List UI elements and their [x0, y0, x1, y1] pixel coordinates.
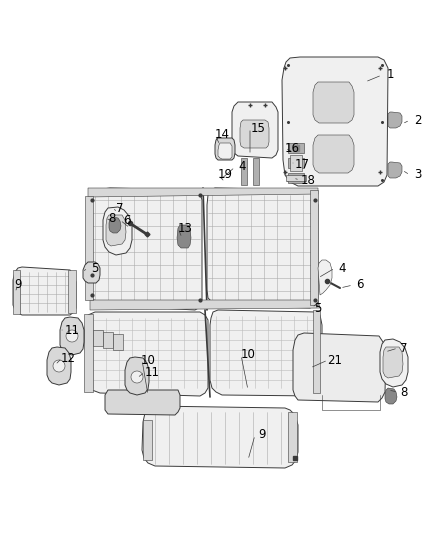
Text: 17: 17: [294, 158, 310, 172]
Text: 15: 15: [251, 122, 265, 134]
Polygon shape: [288, 143, 304, 153]
Polygon shape: [142, 406, 298, 468]
Polygon shape: [290, 155, 302, 171]
Text: 11: 11: [64, 324, 80, 336]
Polygon shape: [210, 310, 322, 396]
Polygon shape: [318, 260, 332, 295]
Circle shape: [53, 360, 65, 372]
Text: 16: 16: [285, 141, 300, 155]
Polygon shape: [85, 196, 93, 300]
Polygon shape: [240, 120, 269, 148]
Polygon shape: [125, 357, 149, 395]
Polygon shape: [109, 217, 121, 233]
Text: 6: 6: [123, 214, 131, 227]
Polygon shape: [103, 207, 132, 255]
Circle shape: [66, 330, 78, 342]
Text: 8: 8: [108, 212, 116, 224]
Polygon shape: [253, 158, 259, 185]
Text: 6: 6: [356, 279, 364, 292]
Polygon shape: [13, 267, 76, 315]
Polygon shape: [60, 317, 84, 355]
Polygon shape: [84, 314, 93, 392]
Polygon shape: [388, 112, 402, 128]
Polygon shape: [232, 102, 278, 158]
Polygon shape: [385, 388, 397, 404]
Polygon shape: [177, 225, 191, 248]
Text: 5: 5: [91, 262, 99, 274]
Polygon shape: [87, 188, 202, 310]
Polygon shape: [113, 334, 123, 350]
Text: 9: 9: [258, 429, 266, 441]
Polygon shape: [93, 330, 103, 346]
Polygon shape: [143, 420, 152, 460]
Polygon shape: [47, 347, 71, 385]
Text: 3: 3: [414, 168, 422, 182]
Text: 12: 12: [60, 351, 75, 365]
Polygon shape: [106, 215, 126, 246]
Text: 5: 5: [314, 302, 321, 314]
Polygon shape: [313, 135, 354, 173]
Text: 19: 19: [218, 168, 233, 182]
Polygon shape: [105, 390, 180, 415]
Text: 7: 7: [116, 201, 124, 214]
Text: 11: 11: [145, 366, 159, 378]
Text: 18: 18: [300, 174, 315, 187]
Text: 4: 4: [338, 262, 346, 274]
Text: 10: 10: [240, 349, 255, 361]
Polygon shape: [88, 188, 318, 197]
Polygon shape: [68, 270, 76, 313]
Polygon shape: [215, 138, 235, 160]
Polygon shape: [380, 339, 408, 387]
Polygon shape: [85, 312, 208, 396]
Text: 4: 4: [238, 160, 246, 174]
Text: 14: 14: [215, 128, 230, 141]
Polygon shape: [383, 347, 403, 378]
Polygon shape: [293, 333, 386, 402]
Polygon shape: [218, 143, 232, 159]
Text: 8: 8: [400, 385, 408, 399]
Text: 7: 7: [400, 342, 408, 354]
Text: 1: 1: [386, 69, 394, 82]
Text: 13: 13: [177, 222, 192, 235]
Text: 21: 21: [328, 353, 343, 367]
Polygon shape: [282, 57, 388, 186]
Polygon shape: [288, 173, 304, 183]
Polygon shape: [207, 188, 318, 308]
Polygon shape: [286, 175, 306, 181]
Text: 2: 2: [414, 114, 422, 126]
Polygon shape: [90, 300, 320, 310]
Polygon shape: [103, 332, 113, 348]
Polygon shape: [13, 270, 20, 314]
Polygon shape: [388, 162, 402, 178]
Circle shape: [131, 371, 143, 383]
Polygon shape: [288, 412, 297, 462]
Text: 9: 9: [14, 279, 22, 292]
Polygon shape: [83, 262, 100, 283]
Text: 10: 10: [141, 353, 155, 367]
Polygon shape: [241, 158, 247, 185]
Polygon shape: [313, 310, 320, 393]
Polygon shape: [313, 82, 354, 123]
Polygon shape: [288, 158, 304, 168]
Polygon shape: [310, 190, 318, 305]
